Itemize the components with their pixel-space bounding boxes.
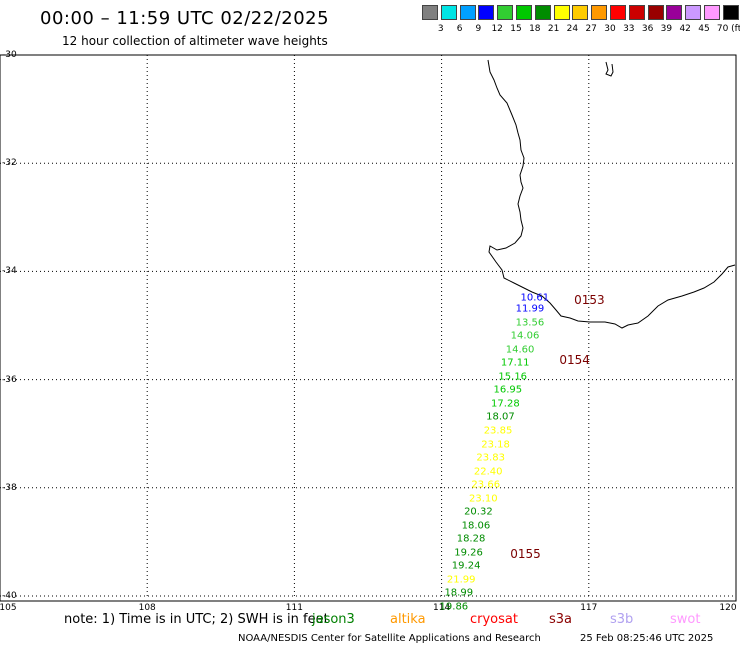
wave-height-reading: 13.56: [515, 317, 545, 329]
scale-tick-label: 18: [529, 24, 541, 34]
wave-height-reading: 23.18: [481, 439, 510, 451]
latitude-label: -36: [2, 374, 17, 385]
scale-swatch: [628, 5, 645, 20]
scale-tick-label: 27: [585, 24, 597, 34]
wave-height-reading: 18.99: [444, 587, 474, 599]
longitude-label: 117: [580, 603, 598, 613]
pass-time-label: 0155: [510, 547, 541, 562]
wave-height-reading: 17.11: [500, 357, 530, 369]
map-title: 00:00 – 11:59 UTC 02/22/2025: [40, 8, 330, 29]
scale-tick-label: 15: [510, 24, 522, 34]
scale-tick-label: 9: [475, 24, 482, 34]
satellite-legend-s3a: s3a: [549, 612, 573, 627]
wave-height-reading: 22.40: [473, 466, 503, 478]
scale-tick-label: 33: [623, 24, 635, 34]
scale-swatch: [459, 5, 476, 20]
latitude-label: -30: [2, 50, 17, 60]
latitude-label: -34: [2, 266, 17, 277]
scale-swatch: [422, 5, 438, 20]
footer-note: note: 1) Time is in UTC; 2) SWH is in fe…: [64, 612, 329, 627]
scale-tick-label: 12: [491, 24, 503, 34]
wave-height-reading: 10.61: [520, 292, 550, 304]
scale-tick-label: 6: [456, 24, 463, 34]
map-subtitle: 12 hour collection of altimeter wave hei…: [62, 34, 328, 48]
satellite-legend-altika: altika: [390, 612, 426, 627]
longitude-label: 114: [433, 603, 451, 613]
satellite-legend-jason3: jason3: [312, 612, 355, 627]
scale-tick-label: 24: [566, 24, 579, 34]
scale-swatch: [478, 5, 495, 20]
scale-tick-label: 42: [679, 24, 691, 34]
latitude-label: -40: [2, 591, 17, 601]
scale-tick-label: 3: [437, 24, 444, 34]
scale-swatch: [647, 5, 664, 20]
wave-height-reading: 19.24: [451, 560, 481, 572]
pass-time-label: 0154: [559, 352, 590, 367]
wave-height-reading: 20.32: [464, 506, 493, 518]
longitude-label: 120: [719, 603, 737, 613]
scale-tick-label: 36: [641, 24, 654, 34]
wave-height-reading: 21.99: [446, 574, 476, 586]
wave-height-reading: 19.26: [454, 547, 483, 559]
scale-tick-label: 45: [698, 24, 710, 34]
wave-height-reading: 14.06: [510, 330, 540, 342]
satellite-legend-swot: swot: [670, 612, 701, 627]
scale-swatch: [553, 5, 570, 20]
scale-swatch: [516, 5, 532, 20]
scale-swatch: [722, 5, 739, 20]
wave-height-reading: 18.06: [461, 520, 491, 532]
wave-height-reading: 23.10: [468, 493, 498, 505]
scale-swatch: [666, 5, 683, 20]
map-frame: [0, 54, 737, 602]
wave-height-reading: 15.16: [498, 371, 528, 383]
latitude-label: -32: [2, 158, 17, 169]
scale-tick-label: 70 (ft): [716, 24, 740, 34]
scale-swatch: [497, 5, 514, 20]
scale-swatch: [534, 5, 551, 20]
wave-height-reading: 18.07: [486, 411, 515, 423]
wave-height-reading: 17.28: [491, 398, 520, 410]
scale-tick-label: 39: [660, 24, 673, 34]
wave-height-reading: 16.95: [493, 384, 523, 396]
wave-height-reading: 23.85: [483, 425, 513, 437]
credit-text: NOAA/NESDIS Center for Satellite Applica…: [238, 633, 541, 644]
satellite-legend-cryosat: cryosat: [470, 612, 518, 627]
map-grid: [0, 54, 737, 597]
scale-swatch: [572, 5, 589, 20]
longitude-label: 108: [138, 603, 156, 613]
coastline-western-australia: [487, 59, 736, 329]
wave-height-reading: 19.86: [439, 601, 469, 613]
scale-tick-label: 30: [604, 24, 616, 34]
scale-swatch: [440, 5, 457, 20]
longitude-label: 105: [0, 603, 17, 613]
wave-height-reading: 18.28: [456, 533, 486, 545]
scale-tick-label: 21: [547, 24, 560, 34]
wave-height-reading: 23.83: [476, 452, 505, 464]
latitude-label: -38: [2, 482, 17, 493]
scale-swatch: [704, 5, 720, 20]
wave-height-reading: 23.66: [471, 479, 501, 491]
satellite-legend-s3b: s3b: [610, 612, 634, 627]
generation-timestamp: 25 Feb 08:25:46 UTC 2025: [580, 633, 714, 644]
scale-swatch: [685, 5, 702, 20]
wave-height-reading: 14.60: [505, 344, 535, 356]
scale-swatch: [591, 5, 608, 20]
longitude-label: 111: [285, 603, 303, 613]
wave-height-reading: 11.99: [515, 303, 545, 315]
scale-swatch: [610, 5, 626, 20]
pass-time-label: 0153: [574, 293, 605, 308]
